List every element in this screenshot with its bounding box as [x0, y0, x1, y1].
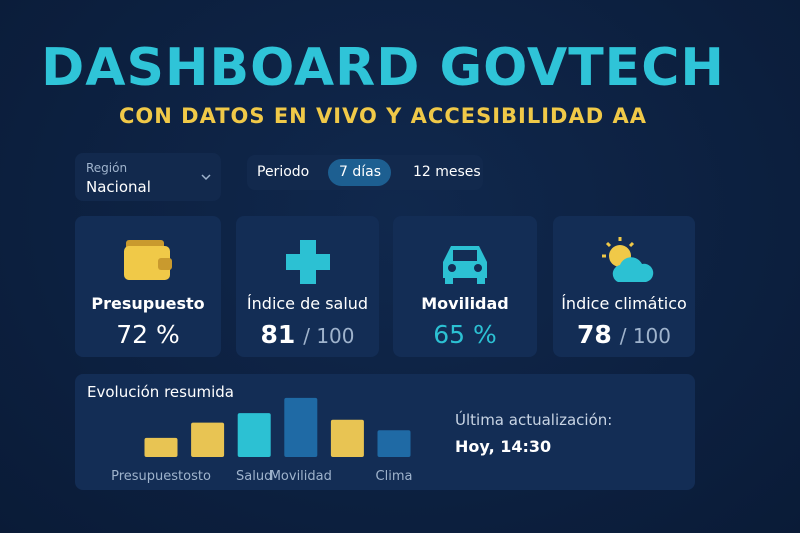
- kpi-label: Índice climático: [561, 294, 687, 313]
- x-tick-label: Clima: [376, 469, 413, 484]
- period-option[interactable]: 7 días: [339, 164, 382, 180]
- health-icon: [285, 240, 330, 284]
- title: DASHBOARD GOVTECH: [41, 38, 725, 98]
- period-option[interactable]: 12 meses: [413, 164, 481, 180]
- chevron: [201, 174, 211, 181]
- kpi-card: Índice de salud 81 / 100: [236, 216, 379, 357]
- region-label: Región: [86, 161, 128, 175]
- chart-title: Evolución resumida: [87, 383, 234, 401]
- kpi-suffix: / 100: [303, 324, 355, 348]
- x-tick-label: Presupuestosto: [111, 469, 211, 484]
- kpi-number: 81: [260, 320, 296, 349]
- kpi-suffix: / 100: [619, 324, 672, 348]
- bar: [377, 430, 411, 457]
- kpi-card: Índice climático 78 / 100: [553, 216, 695, 357]
- update-label: Última actualización:: [455, 411, 613, 429]
- x-tick-label: Movilidad: [270, 469, 332, 484]
- kpi-label: Presupuesto: [91, 294, 205, 313]
- kpi-value: 65 %: [433, 320, 497, 349]
- car-icon: [443, 246, 487, 284]
- region-select[interactable]: Región Nacional: [75, 153, 221, 201]
- period-selector: Periodo 7 días 12 meses: [247, 155, 483, 190]
- kpi-value: 78 / 100: [553, 320, 695, 349]
- region-value: Nacional: [86, 178, 151, 196]
- kpi-number: 78: [576, 320, 612, 349]
- x-tick-label: Salud: [236, 469, 272, 484]
- kpi-card: Presupuesto 72 %: [75, 216, 221, 357]
- update-value: Hoy, 14:30: [455, 437, 552, 456]
- bar: [191, 422, 225, 457]
- kpi-card: Movilidad 65 %: [393, 216, 537, 357]
- weather-icon: [602, 237, 654, 282]
- period-option-bg: [328, 159, 391, 186]
- bar: [144, 437, 178, 457]
- kpi-label: Movilidad: [421, 294, 509, 313]
- kpi-label: Índice de salud: [246, 294, 369, 313]
- kpi-value: 72 %: [116, 320, 180, 349]
- bar: [330, 419, 364, 457]
- period-label: Periodo: [257, 164, 310, 180]
- wallet-icon: [124, 240, 172, 280]
- bar: [284, 397, 318, 457]
- kpi-value: 81 / 100: [236, 320, 379, 349]
- subtitle: CON DATOS EN VIVO Y ACCESIBILIDAD AA: [119, 104, 647, 128]
- bar: [237, 413, 271, 457]
